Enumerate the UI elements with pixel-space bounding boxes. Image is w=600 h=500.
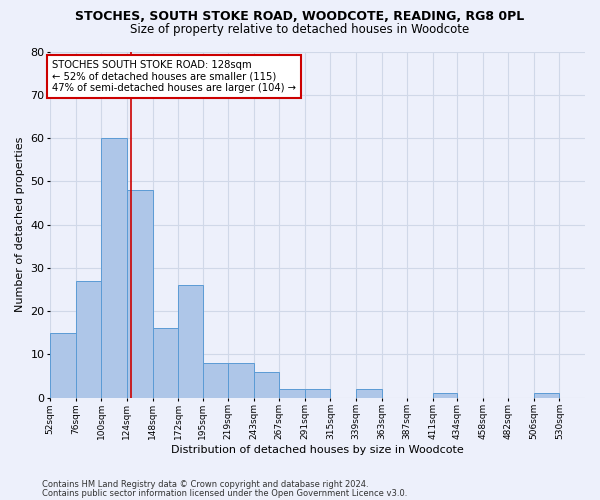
Bar (228, 363, 254, 398)
Bar (356, 389, 382, 398)
Bar (101, 138, 127, 398)
Bar (152, 328, 178, 398)
Bar (534, 393, 559, 398)
Bar (279, 389, 305, 398)
Y-axis label: Number of detached properties: Number of detached properties (15, 137, 25, 312)
Text: Contains HM Land Registry data © Crown copyright and database right 2024.: Contains HM Land Registry data © Crown c… (42, 480, 368, 489)
Bar (203, 363, 228, 398)
Bar (305, 389, 331, 398)
Text: STOCHES, SOUTH STOKE ROAD, WOODCOTE, READING, RG8 0PL: STOCHES, SOUTH STOKE ROAD, WOODCOTE, REA… (76, 10, 524, 23)
Bar (50, 332, 76, 398)
Text: STOCHES SOUTH STOKE ROAD: 128sqm
← 52% of detached houses are smaller (115)
47% : STOCHES SOUTH STOKE ROAD: 128sqm ← 52% o… (52, 60, 296, 94)
Text: Size of property relative to detached houses in Woodcote: Size of property relative to detached ho… (130, 22, 470, 36)
Bar (433, 393, 457, 398)
X-axis label: Distribution of detached houses by size in Woodcote: Distribution of detached houses by size … (171, 445, 464, 455)
Bar (254, 372, 279, 398)
Bar (178, 285, 203, 398)
Bar (76, 280, 101, 398)
Bar (127, 190, 152, 398)
Text: Contains public sector information licensed under the Open Government Licence v3: Contains public sector information licen… (42, 488, 407, 498)
